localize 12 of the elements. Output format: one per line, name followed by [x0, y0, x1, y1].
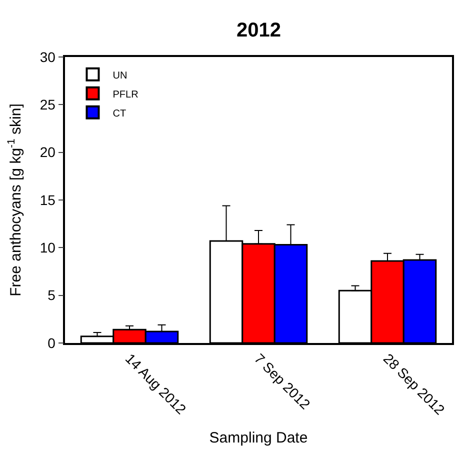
- y-tick-label: 30: [40, 48, 56, 65]
- x-axis-title: Sampling Date: [209, 429, 308, 446]
- y-tick-label: 10: [40, 240, 56, 256]
- legend-label: UN: [112, 70, 128, 82]
- legend-label: CT: [112, 108, 126, 120]
- y-tick-label: 25: [40, 96, 56, 113]
- chart-title: 2012: [236, 20, 281, 42]
- y-tick-label: 5: [48, 287, 56, 304]
- legend-label: PFLR: [112, 89, 138, 100]
- y-tick-label: 15: [40, 192, 56, 208]
- y-tick-label: 20: [40, 144, 56, 160]
- y-tick-label: 0: [48, 334, 56, 351]
